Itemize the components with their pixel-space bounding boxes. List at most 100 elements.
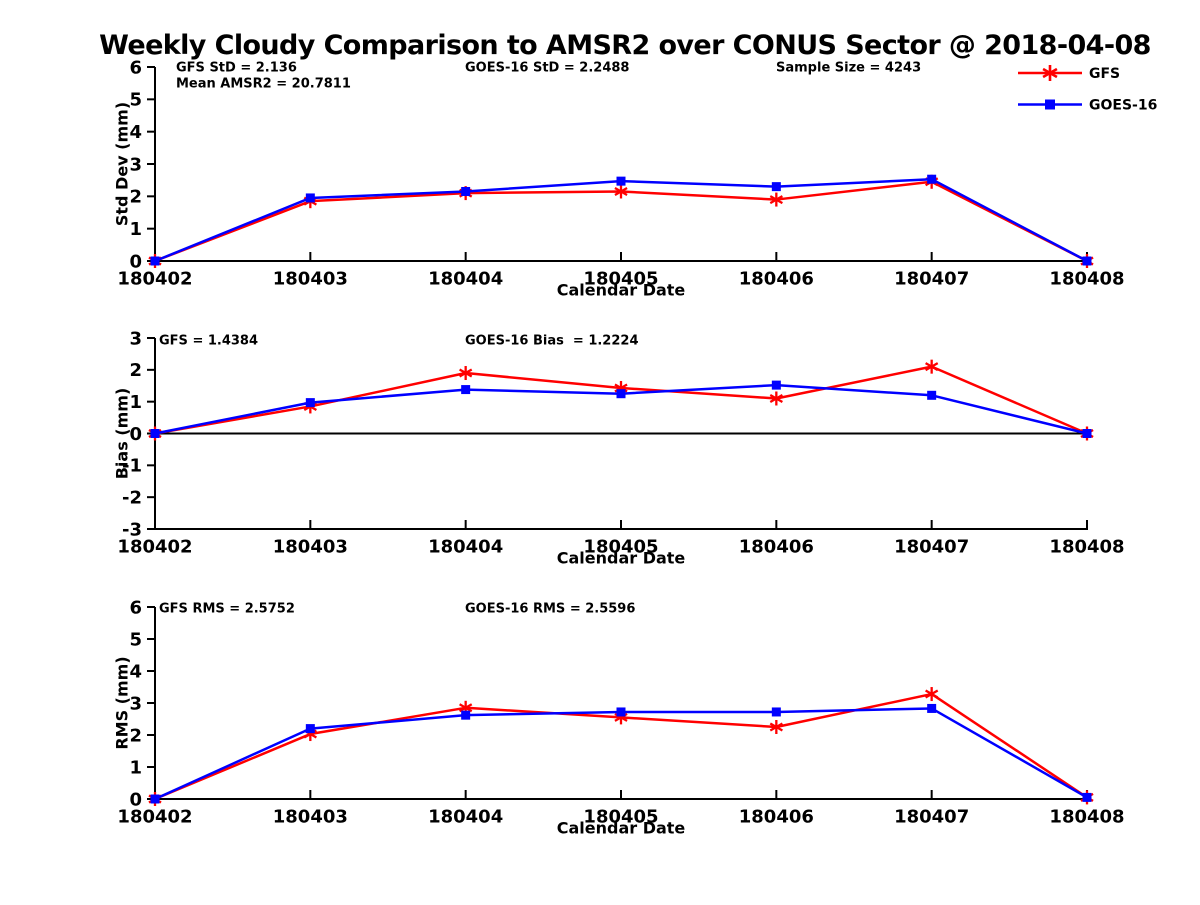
y-tick-label: 6: [129, 57, 142, 78]
goes-16-marker: [771, 707, 781, 717]
series-goes-16: [150, 174, 1092, 266]
x-tick-label: 180408: [1049, 536, 1124, 557]
y-tick-label: 4: [129, 661, 142, 682]
goes-16-marker: [461, 385, 471, 395]
y-tick-label: 2: [129, 187, 142, 208]
x-tick-label: 180402: [117, 268, 192, 289]
x-tick-label: 180407: [894, 806, 969, 827]
goes-16-marker: [1082, 256, 1092, 266]
stat-annotation: GFS StD = 2.136: [176, 61, 297, 76]
x-tick-label: 180403: [273, 536, 348, 557]
goes-16-marker: [305, 724, 315, 734]
x-axis-label: Calendar Date: [557, 819, 686, 838]
x-tick-label: 180406: [739, 536, 814, 557]
goes-16-marker: [771, 380, 781, 390]
y-tick-label: 5: [129, 629, 142, 650]
axes: 0 1 2 3 4 5 6 180402 180403 180404 180405 180406 180…: [117, 597, 1124, 827]
goes-16-marker: [1082, 792, 1092, 802]
axes: -3 -2 -1 0 1 2 3 180402 180403 180404 180405 180406…: [117, 328, 1124, 557]
stat-annotation: GOES-16 RMS = 2.5596: [465, 602, 635, 617]
goes-16-marker: [305, 193, 315, 203]
x-tick-label: 180406: [739, 806, 814, 827]
legend-marker: [1042, 65, 1058, 81]
stat-annotation: GFS RMS = 2.5752: [159, 602, 295, 617]
gfs-marker: [769, 192, 783, 207]
x-axis-label: Calendar Date: [557, 281, 686, 300]
goes-16-marker: [461, 710, 471, 720]
y-tick-label: -3: [122, 519, 142, 540]
y-tick-label: 0: [129, 789, 142, 810]
y-tick-label: 2: [129, 360, 142, 381]
y-tick-label: 3: [129, 154, 142, 175]
legend-entry-gfs: GFS: [1018, 65, 1120, 82]
x-tick-label: 180408: [1049, 268, 1124, 289]
x-tick-label: 180404: [428, 268, 503, 289]
x-tick-label: 180406: [739, 268, 814, 289]
x-tick-label: 180408: [1049, 806, 1124, 827]
goes-16-marker: [771, 182, 781, 192]
y-tick-label: 1: [129, 219, 142, 240]
stat-annotation: GOES-16 Bias = 1.2224: [465, 334, 639, 349]
stat-annotation: Mean AMSR2 = 20.7811: [176, 77, 351, 92]
y-tick-label: 2: [129, 725, 142, 746]
legend-label: GFS: [1089, 66, 1120, 82]
y-tick-label: 0: [129, 251, 142, 272]
stat-annotation: GFS = 1.4384: [159, 334, 258, 349]
goes-16-marker: [616, 707, 626, 717]
goes-16-marker: [150, 429, 160, 438]
goes-16-marker: [616, 389, 626, 399]
goes-16-marker: [927, 390, 937, 400]
stat-annotation: Sample Size = 4243: [776, 61, 921, 76]
panel-std-dev: 0 1 2 3 4 5 6 180402 180403 180404 180405 180406 180…: [113, 57, 1158, 299]
x-axis-label: Calendar Date: [557, 549, 686, 568]
gfs-marker: [769, 720, 783, 734]
chart-panels: 0 1 2 3 4 5 6 180402 180403 180404 180405 180406 180…: [113, 57, 1158, 837]
x-tick-label: 180403: [273, 268, 348, 289]
y-axis-label: RMS (mm): [113, 656, 132, 749]
gfs-marker: [925, 687, 939, 702]
y-tick-label: 1: [129, 392, 142, 413]
x-tick-label: 180404: [428, 536, 503, 557]
y-tick-label: -1: [122, 456, 142, 477]
legend-marker: [1045, 99, 1055, 110]
x-tick-label: 180404: [428, 806, 503, 827]
y-tick-label: -2: [122, 487, 142, 508]
series-goes-16: [150, 703, 1092, 804]
y-tick-label: 0: [129, 424, 142, 445]
y-axis-label: Std Dev (mm): [113, 102, 132, 226]
x-tick-label: 180407: [894, 268, 969, 289]
gfs-marker: [459, 366, 473, 381]
goes-16-marker: [927, 174, 937, 184]
y-tick-label: 3: [129, 693, 142, 714]
series-goes-16: [150, 380, 1092, 438]
goes-16-marker: [461, 186, 471, 196]
y-tick-label: 1: [129, 757, 142, 778]
x-tick-label: 180405: [583, 806, 658, 827]
goes-16-marker: [150, 794, 160, 804]
gfs-marker: [769, 391, 783, 406]
panel-bias: -3 -2 -1 0 1 2 3 180402 180403 180404 180405 180406…: [113, 328, 1125, 567]
goes-16-marker: [927, 703, 937, 713]
y-tick-label: 4: [129, 122, 142, 143]
x-tick-label: 180403: [273, 806, 348, 827]
gfs-marker: [925, 359, 939, 374]
panel-rms: 0 1 2 3 4 5 6 180402 180403 180404 180405 180406 180…: [113, 597, 1125, 837]
x-tick-label: 180407: [894, 536, 969, 557]
x-tick-label: 180405: [583, 268, 658, 289]
axes: 0 1 2 3 4 5 6 180402 180403 180404 180405 180406 180…: [117, 57, 1124, 289]
legend-entry-goes-16: GOES-16: [1018, 97, 1157, 113]
legend-label: GOES-16: [1089, 97, 1157, 113]
goes-16-marker: [616, 176, 626, 186]
y-tick-label: 5: [129, 90, 142, 111]
chart-title: Weekly Cloudy Comparison to AMSR2 over C…: [99, 30, 1151, 61]
y-tick-label: 3: [129, 328, 142, 349]
stat-annotation: GOES-16 StD = 2.2488: [465, 61, 629, 76]
x-tick-label: 180405: [583, 536, 658, 557]
series-gfs: [148, 687, 1094, 806]
goes-16-marker: [1082, 429, 1092, 438]
gfs-marker: [614, 184, 628, 199]
goes-16-marker: [150, 256, 160, 266]
goes-16-marker: [305, 398, 315, 408]
